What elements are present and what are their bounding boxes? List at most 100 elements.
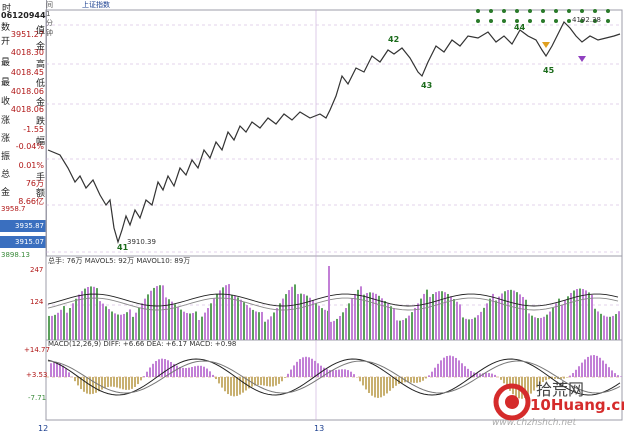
macd-bar — [53, 362, 55, 377]
volume-bar — [534, 317, 536, 340]
macd-bar — [254, 377, 256, 386]
volume-bar — [507, 290, 509, 340]
volume-bar — [201, 316, 203, 340]
volume-bar — [378, 295, 380, 340]
x-tick-13: 13 — [314, 424, 325, 433]
macd-bar — [140, 377, 142, 381]
top-marker-dot — [502, 19, 506, 23]
volume-bar — [123, 313, 125, 340]
macd-bar — [317, 363, 319, 377]
macd-bar — [260, 377, 262, 386]
volume-bar — [171, 301, 173, 340]
volume-bar — [618, 311, 620, 340]
macd-bar — [320, 365, 322, 377]
volume-bar — [447, 293, 449, 340]
volume-bar — [408, 315, 410, 340]
macd-bar — [389, 377, 391, 391]
volume-bar — [105, 306, 107, 340]
volume-bar — [255, 311, 257, 340]
macd-bar — [494, 374, 496, 377]
volume-bar — [549, 311, 551, 340]
macd-bar — [503, 377, 505, 384]
macd-bar — [359, 377, 361, 382]
top-marker-dot — [515, 9, 519, 13]
macd-bar — [581, 362, 583, 377]
index-name: 上证指数 — [82, 1, 110, 9]
macd-bar — [263, 377, 265, 386]
macd-bar — [470, 370, 472, 377]
volume-bar — [318, 305, 320, 340]
volume-bar — [393, 308, 395, 340]
macd-bar — [335, 370, 337, 377]
volume-bar — [96, 288, 98, 340]
macd-bar — [98, 377, 100, 392]
macd-bar — [248, 377, 250, 389]
macd-bar — [143, 376, 145, 377]
macd-bar — [176, 365, 178, 377]
macd-bar — [584, 359, 586, 377]
macd-bar — [266, 377, 268, 387]
volume-bar — [159, 285, 161, 340]
macd-bar — [236, 377, 238, 396]
macd-bar — [284, 377, 286, 378]
volume-bar — [372, 292, 374, 340]
macd-bar — [62, 365, 64, 377]
macd-bar — [218, 377, 220, 384]
macd-bar — [539, 377, 541, 385]
volume-bar — [306, 295, 308, 340]
volume-bar — [198, 319, 200, 340]
macd-bar — [155, 361, 157, 377]
volume-bar — [444, 292, 446, 340]
volume-bar — [204, 312, 206, 340]
volume-bar — [468, 319, 470, 340]
volume-bar — [165, 297, 167, 340]
macd-bar — [194, 366, 196, 377]
macd-bar — [311, 358, 313, 377]
macd-bar — [110, 377, 112, 387]
volume-bar — [66, 312, 68, 340]
volume-bar — [567, 296, 569, 340]
volume-bar — [330, 321, 332, 340]
macd-bar — [107, 377, 109, 388]
volume-bar — [432, 294, 434, 340]
sidebar-stack-label: 值 — [36, 26, 46, 36]
watermark-brand: 10Huang.cn — [530, 396, 624, 414]
macd-bar — [461, 363, 463, 377]
macd-bar — [293, 365, 295, 377]
period-label[interactable]: 间1分钟 — [46, 1, 53, 37]
macd-bar — [344, 369, 346, 377]
macd-bar — [482, 373, 484, 377]
macd-bar — [296, 361, 298, 377]
point-note: 3910.39 — [127, 238, 156, 246]
macd-bar — [272, 377, 274, 387]
macd-bar — [464, 366, 466, 377]
volume-bar — [90, 286, 92, 340]
volume-bar — [516, 292, 518, 340]
volume-bar — [138, 308, 140, 340]
volume-bar — [606, 316, 608, 340]
volume-bar — [345, 308, 347, 340]
top-marker-dot — [580, 19, 584, 23]
price-box-1: 3935.87 — [0, 220, 46, 232]
macd-bar — [407, 377, 409, 383]
volume-bar — [411, 312, 413, 340]
volume-bar — [216, 294, 218, 340]
macd-bar — [599, 357, 601, 377]
macd-bar — [149, 367, 151, 377]
macd-bar — [563, 377, 565, 379]
volume-bar — [246, 305, 248, 340]
macd-bar — [434, 367, 436, 377]
volume-bar — [108, 309, 110, 340]
volume-bar — [600, 313, 602, 340]
volume-bar — [462, 317, 464, 340]
volume-bar — [189, 313, 191, 340]
macd-bar — [413, 377, 415, 383]
macd-bar — [365, 377, 367, 390]
volume-bar — [276, 308, 278, 340]
macd-bar — [200, 365, 202, 377]
macd-bar — [467, 368, 469, 377]
volume-bar — [240, 299, 242, 340]
volume-bar — [48, 315, 50, 340]
macd-bar — [350, 371, 352, 377]
volume-bar — [501, 293, 503, 340]
